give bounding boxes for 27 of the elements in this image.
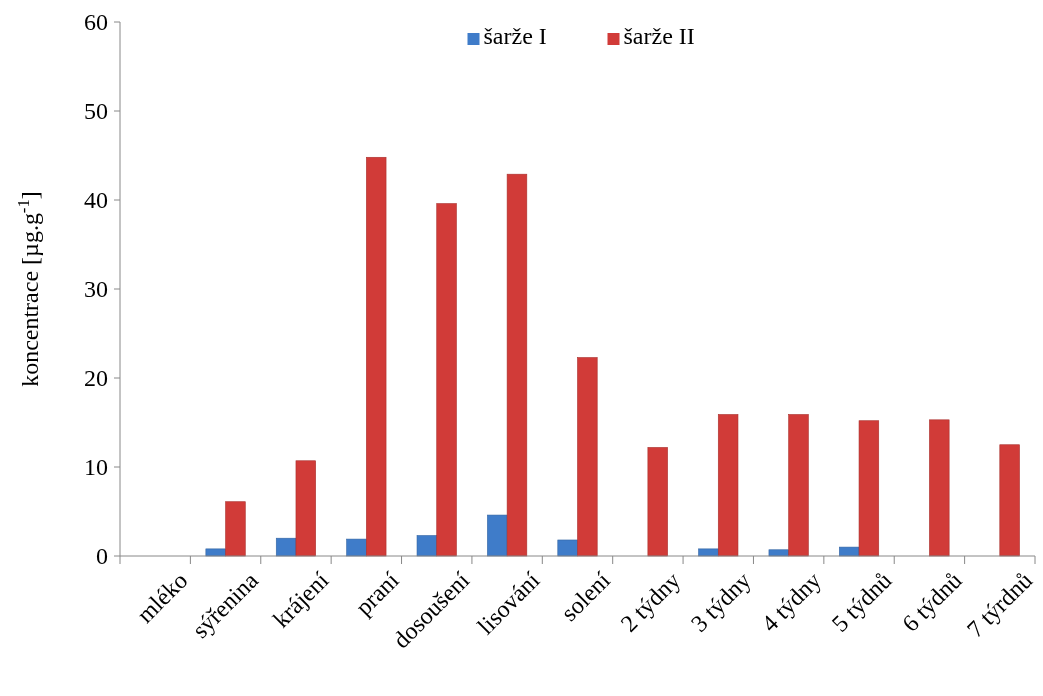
bar: [577, 357, 598, 557]
y-tick-label: 20: [84, 365, 108, 392]
y-tick-label: 40: [84, 187, 108, 214]
y-tick-label: 60: [84, 9, 108, 36]
bar: [698, 548, 719, 557]
bar: [788, 414, 809, 557]
bar: [225, 501, 246, 557]
bar: [717, 414, 739, 557]
bar: [416, 535, 438, 557]
bar: [858, 420, 880, 557]
legend-label: šarže I: [483, 23, 547, 49]
y-tick-label: 50: [84, 98, 108, 125]
bar: [487, 514, 508, 557]
bar: [557, 539, 578, 557]
bar: [436, 203, 457, 557]
bar: [929, 419, 950, 557]
bar: [205, 548, 226, 557]
y-tick-label: 10: [84, 454, 108, 481]
y-tick-label: 30: [84, 276, 108, 303]
bar: [295, 460, 316, 557]
y-tick-label: 0: [96, 543, 108, 570]
legend-label: šarže II: [623, 23, 695, 49]
bar: [366, 156, 387, 557]
bar: [506, 173, 528, 557]
bar: [999, 444, 1020, 557]
bar: [647, 447, 668, 557]
bar: [346, 538, 367, 557]
